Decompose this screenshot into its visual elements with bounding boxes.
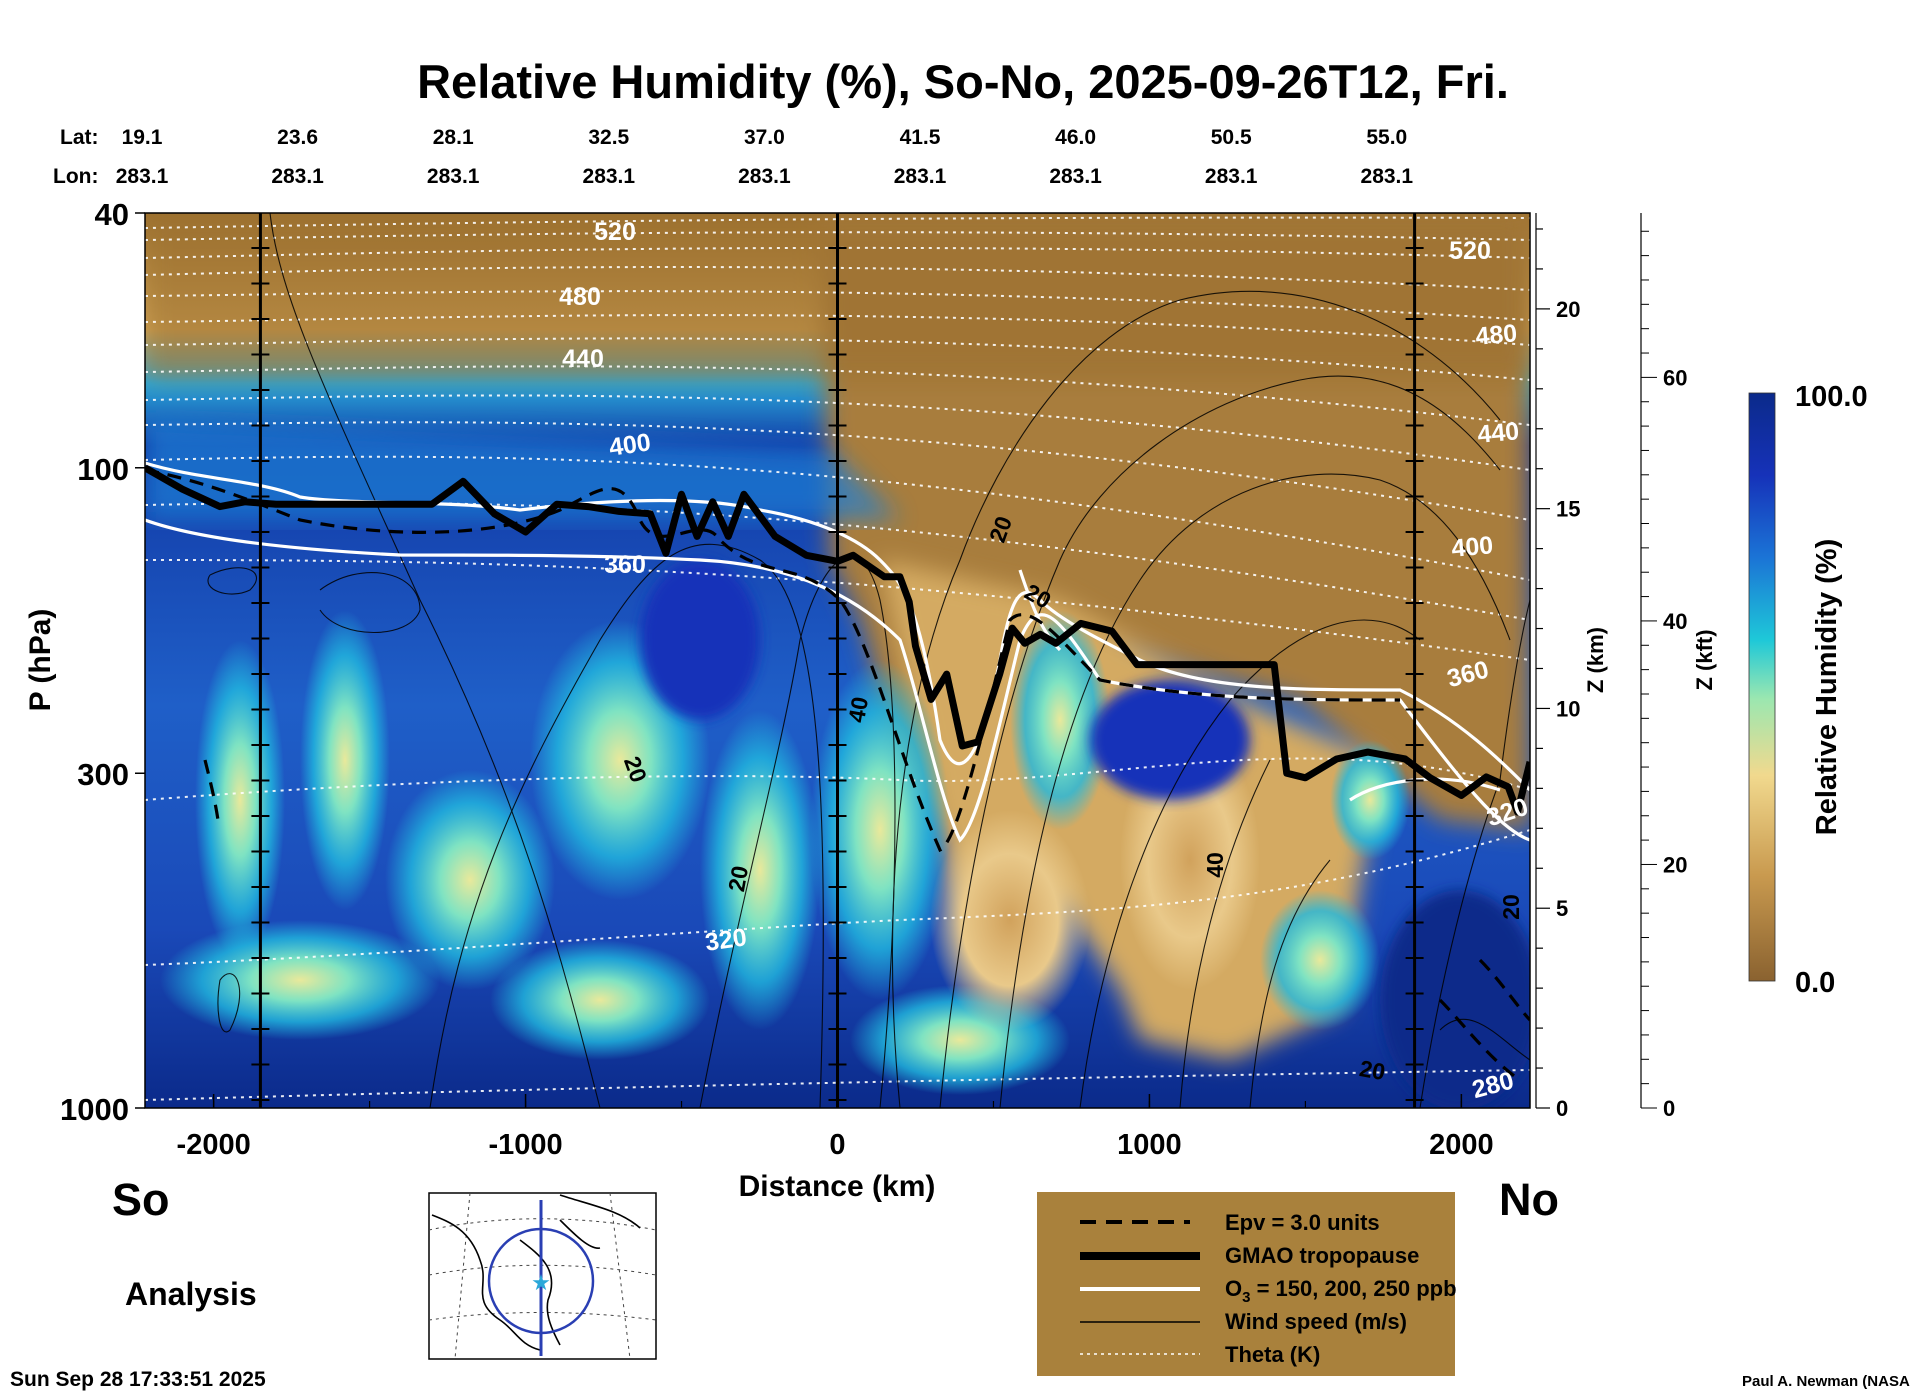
station-lat: 32.5 (588, 126, 629, 149)
z-km-tick: 0 (1556, 1096, 1568, 1121)
theta-label: 400 (607, 428, 652, 462)
legend-ozone: O3 = 150, 200, 250 ppb (1225, 1276, 1457, 1306)
station-lon: 283.1 (1205, 165, 1258, 188)
station-lat: 23.6 (277, 126, 318, 149)
legend-epv: Epv = 3.0 units (1225, 1210, 1380, 1235)
x-tick-label: 1000 (1117, 1129, 1182, 1161)
z-km-label: Z (km) (1583, 627, 1608, 693)
y-axis: 1000 300 100 40 (60, 197, 145, 1127)
theta-contours (145, 216, 1530, 1101)
z-kft-label: Z (kft) (1692, 629, 1717, 690)
station-lon: 283.1 (738, 165, 791, 188)
station-lon: 283.1 (116, 165, 169, 188)
colorbar (1748, 392, 1776, 982)
vertical-markers (251, 213, 1424, 1108)
theta-label: 520 (1449, 237, 1491, 265)
station-lat: 50.5 (1211, 126, 1252, 149)
wind-label: 20 (1498, 894, 1524, 920)
station-lon: 283.1 (894, 165, 947, 188)
y-tick-label: 40 (95, 197, 129, 232)
z-kft-tick: 0 (1663, 1096, 1675, 1121)
station-lat: 55.0 (1366, 126, 1407, 149)
x-axis-label: Distance (km) (739, 1170, 936, 1203)
humid-blob (195, 640, 285, 960)
theta-label: 480 (1474, 319, 1518, 351)
lon-label: Lon: (53, 165, 98, 188)
theta-label: 400 (1450, 531, 1494, 563)
legend-wind: Wind speed (m/s) (1225, 1309, 1407, 1334)
theta-label: 320 (703, 923, 748, 957)
plot-area (145, 213, 1530, 1108)
station-lat: 41.5 (900, 126, 941, 149)
x-tick-label: 0 (829, 1129, 845, 1161)
station-lat: 28.1 (433, 126, 474, 149)
station-lon: 283.1 (271, 165, 324, 188)
inset-map: ★ (428, 1192, 657, 1360)
x-tick-label: -1000 (488, 1129, 562, 1161)
y-tick-label: 100 (77, 452, 129, 487)
wind-label: 20 (1358, 1055, 1388, 1085)
legend-theta: Theta (K) (1225, 1342, 1320, 1367)
y-tick-label: 300 (77, 757, 129, 792)
timestamp: Sun Sep 28 17:33:51 2025 (10, 1368, 266, 1391)
station-lon: 283.1 (1361, 165, 1414, 188)
lat-label: Lat: (60, 126, 99, 149)
station-lat: 46.0 (1055, 126, 1096, 149)
station-lat: 19.1 (122, 126, 163, 149)
z-km-tick: 5 (1556, 896, 1568, 921)
station-lon: 283.1 (1049, 165, 1102, 188)
chart-title: Relative Humidity (%), So-No, 2025-09-26… (417, 55, 1509, 108)
theta-label: 440 (562, 345, 604, 373)
z-km-tick: 15 (1556, 497, 1580, 522)
north-label: No (1499, 1174, 1559, 1225)
wind-contours (207, 213, 1530, 1108)
theta-label: 520 (594, 218, 636, 246)
legend: Epv = 3.0 units GMAO tropopause O3 = 150… (1037, 1192, 1457, 1376)
tropopause-line (145, 464, 1530, 816)
south-label: So (112, 1174, 170, 1225)
station-lon: 283.1 (583, 165, 636, 188)
colorbar-min: 0.0 (1795, 967, 1835, 999)
wind-label: 20 (723, 864, 753, 894)
station-lon: 283.1 (427, 165, 480, 188)
z-kft-tick: 20 (1663, 852, 1687, 877)
y-tick-label: 1000 (60, 1092, 129, 1127)
z-kft-tick: 60 (1663, 365, 1687, 390)
colorbar-max: 100.0 (1795, 381, 1868, 413)
z-kft-axis: 0 20 40 60 (1640, 213, 1687, 1121)
y-axis-label: P (hPa) (24, 609, 57, 712)
x-axis: -2000 -1000 0 1000 2000 (177, 1094, 1494, 1161)
z-km-axis: 0 5 10 15 20 (1535, 213, 1580, 1121)
star-icon: ★ (531, 1271, 551, 1296)
z-km-tick: 20 (1556, 297, 1580, 322)
legend-tropopause: GMAO tropopause (1225, 1243, 1419, 1268)
analysis-label: Analysis (125, 1276, 257, 1312)
x-tick-label: 2000 (1429, 1129, 1494, 1161)
station-labels: 19.1 283.1 23.6 283.1 28.1 283.1 32.5 283.1 37.0… (116, 126, 1414, 188)
epv-contour (145, 468, 1530, 1082)
z-kft-tick: 40 (1663, 609, 1687, 634)
colorbar-label: Relative Humidity (%) (1811, 539, 1843, 836)
wind-label: 40 (1202, 852, 1228, 878)
theta-label: 360 (604, 551, 646, 579)
theta-label: 480 (559, 283, 601, 311)
station-lat: 37.0 (744, 126, 785, 149)
credit: Paul A. Newman (NASA (1742, 1373, 1910, 1390)
wind-label: 40 (843, 695, 873, 725)
z-km-tick: 10 (1556, 696, 1580, 721)
theta-label: 440 (1476, 417, 1520, 449)
x-tick-label: -2000 (177, 1129, 251, 1161)
